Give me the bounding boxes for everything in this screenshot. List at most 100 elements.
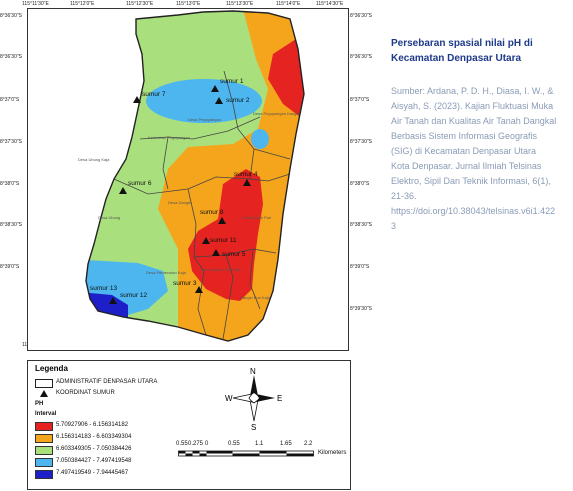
lon-tick-top: 115°11'30"E: [22, 1, 49, 7]
lon-tick-top: 115°12'30"E: [126, 1, 154, 7]
ph-class-range: 5.70927906 - 6.156314182: [56, 422, 129, 428]
well-label: sumur 4: [234, 171, 258, 178]
scale-tick: 0.275: [188, 441, 204, 447]
scale-tick: 0.55: [176, 441, 188, 447]
ph-zone-red-center: [188, 169, 263, 301]
wells-legend-label: KOORDINAT SUMUR: [56, 390, 115, 396]
well-label: sumur 2: [226, 97, 250, 104]
well-marker-icon: [212, 249, 220, 256]
map-frame: Desa Ubung Kaja Desa Ubung Desa Peguyang…: [27, 8, 349, 351]
west-letter: W: [225, 394, 233, 403]
lat-tick-right: 8°36'30"S: [350, 13, 372, 19]
well-marker-icon: [195, 286, 203, 293]
scale-tick: 0.55: [228, 441, 240, 447]
admin-boundary-label: ADMINISTRATIF DENPASAR UTARA: [56, 379, 158, 385]
village-label: Dangin Puri Kaja: [240, 295, 271, 300]
well-marker-icon: [109, 297, 117, 304]
village-boundary: [249, 148, 291, 182]
well-marker-icon: [133, 96, 141, 103]
scale-tick: 2.2: [304, 441, 313, 447]
lat-tick-left: 8°36'30"S: [0, 13, 22, 19]
lon-tick-top: 115°14'30"E: [316, 1, 344, 7]
ph-zone-red-northeast: [268, 39, 304, 119]
ph-class-range: 6.603349305 - 7.050384426: [56, 446, 132, 452]
north-arrow-icon: N S W E: [225, 367, 282, 431]
village-boundary: [249, 248, 261, 310]
map-legend: Legenda ADMINISTRATIF DENPASAR UTARA KOO…: [27, 360, 351, 490]
scale-tick: 1.1: [255, 441, 264, 447]
lat-tick-left: 8°38'0"S: [0, 181, 20, 187]
well-label: sumur 11: [210, 237, 237, 244]
village-boundary: [187, 188, 207, 336]
village-label: Desa Dangin: [168, 200, 191, 205]
village-boundary: [187, 176, 251, 190]
well-label: sumur 5: [222, 251, 246, 258]
village-boundary: [113, 178, 189, 195]
village-boundary: [193, 248, 277, 258]
south-letter: S: [251, 423, 256, 431]
village-label: Desa Dauh Puri: [243, 215, 271, 220]
side-panel: Persebaran spasial nilai pH di Kecamatan…: [391, 0, 561, 491]
ph-class-swatch: [35, 422, 53, 431]
ph-class-swatch: [35, 470, 53, 479]
ph-interpolation-map: Desa Ubung Kaja Desa Ubung Desa Peguyang…: [78, 10, 305, 342]
village-boundaries: [113, 70, 291, 340]
lat-tick-right: 8°37'0"S: [350, 97, 370, 103]
village-label: Kelurahan Peguyangan: [148, 135, 190, 140]
lon-tick-top: 115°13'30"E: [226, 1, 254, 7]
well-markers: sumur 1 sumur 2 sumur 3 sumur 4 sumur 5 …: [90, 78, 258, 304]
well-marker-icon: [119, 187, 127, 194]
lat-tick-right: 8°38'0"S: [350, 181, 370, 187]
village-label: Desa Ubung: [98, 215, 120, 220]
well-marker-icon: [211, 85, 219, 92]
ph-class-range: 7.050384427 - 7.497419548: [56, 458, 132, 464]
ph-class-swatch: [35, 446, 53, 455]
ph-zone-lightblue-north: [146, 79, 262, 123]
well-marker-legend-icon: [40, 390, 48, 397]
ph-map-figure: 115°11'30"E 115°12'0"E 115°12'30"E 115°1…: [0, 0, 372, 491]
well-marker-icon: [218, 217, 226, 224]
lat-tick-right: 8°38'30"S: [350, 222, 372, 228]
village-boundary: [162, 136, 169, 190]
source-citation: Sumber: Ardana, P. D. H., Diasa, I. W., …: [391, 86, 557, 231]
scale-bar: [178, 450, 314, 457]
well-label: sumur 13: [90, 285, 117, 292]
lat-tick-left: 8°36'30"S: [0, 54, 22, 60]
lat-tick-right: 8°36'30"S: [350, 54, 372, 60]
lat-tick-right: 8°39'30"S: [350, 306, 372, 312]
scale-unit: Kilometers: [318, 450, 347, 456]
well-label: sumur 8: [200, 209, 224, 216]
village-boundary: [139, 116, 261, 140]
district-boundary: [85, 10, 305, 342]
north-letter: N: [250, 367, 256, 376]
ph-class-swatch: [35, 458, 53, 467]
village-label: Desa Pemecutan Kaja: [146, 270, 187, 275]
ph-legend-label: PH: [35, 401, 44, 407]
village-label: Desa Dangin Puri Kaja: [200, 267, 241, 272]
lat-tick-left: 8°37'0"S: [0, 97, 20, 103]
lon-tick-top: 115°13'0"E: [176, 1, 201, 7]
village-label: Desa Ubung Kaja: [78, 157, 110, 162]
well-marker-icon: [202, 237, 210, 244]
ph-class-swatch: [35, 434, 53, 443]
village-label: Desa Peguyangan Kangin: [253, 111, 299, 116]
lat-tick-left: 8°39'0"S: [0, 264, 20, 270]
well-label: sumur 1: [220, 78, 244, 85]
admin-boundary-swatch: [35, 379, 53, 388]
lon-tick-top: 115°12'0"E: [70, 1, 95, 7]
well-label: sumur 6: [128, 180, 152, 187]
east-letter: E: [277, 394, 282, 403]
ph-class-range: 7.497419549 - 7.94445467: [56, 470, 129, 476]
lat-tick-left: 8°38'30"S: [0, 222, 22, 228]
ph-zone-lightblue-small: [251, 129, 269, 149]
village-label: Desa Peguyangan: [188, 117, 221, 122]
figure-caption-title: Persebaran spasial nilai pH di Kecamatan…: [391, 38, 533, 64]
lat-tick-right: 8°39'0"S: [350, 264, 370, 270]
well-label: sumur 12: [120, 292, 147, 299]
village-boundary: [222, 254, 234, 340]
well-marker-icon: [215, 97, 223, 104]
scale-tick: 1.65: [280, 441, 292, 447]
scale-tick: 0: [205, 441, 209, 447]
lat-tick-right: 8°37'30"S: [350, 139, 372, 145]
legend-title: Legenda: [35, 364, 68, 373]
